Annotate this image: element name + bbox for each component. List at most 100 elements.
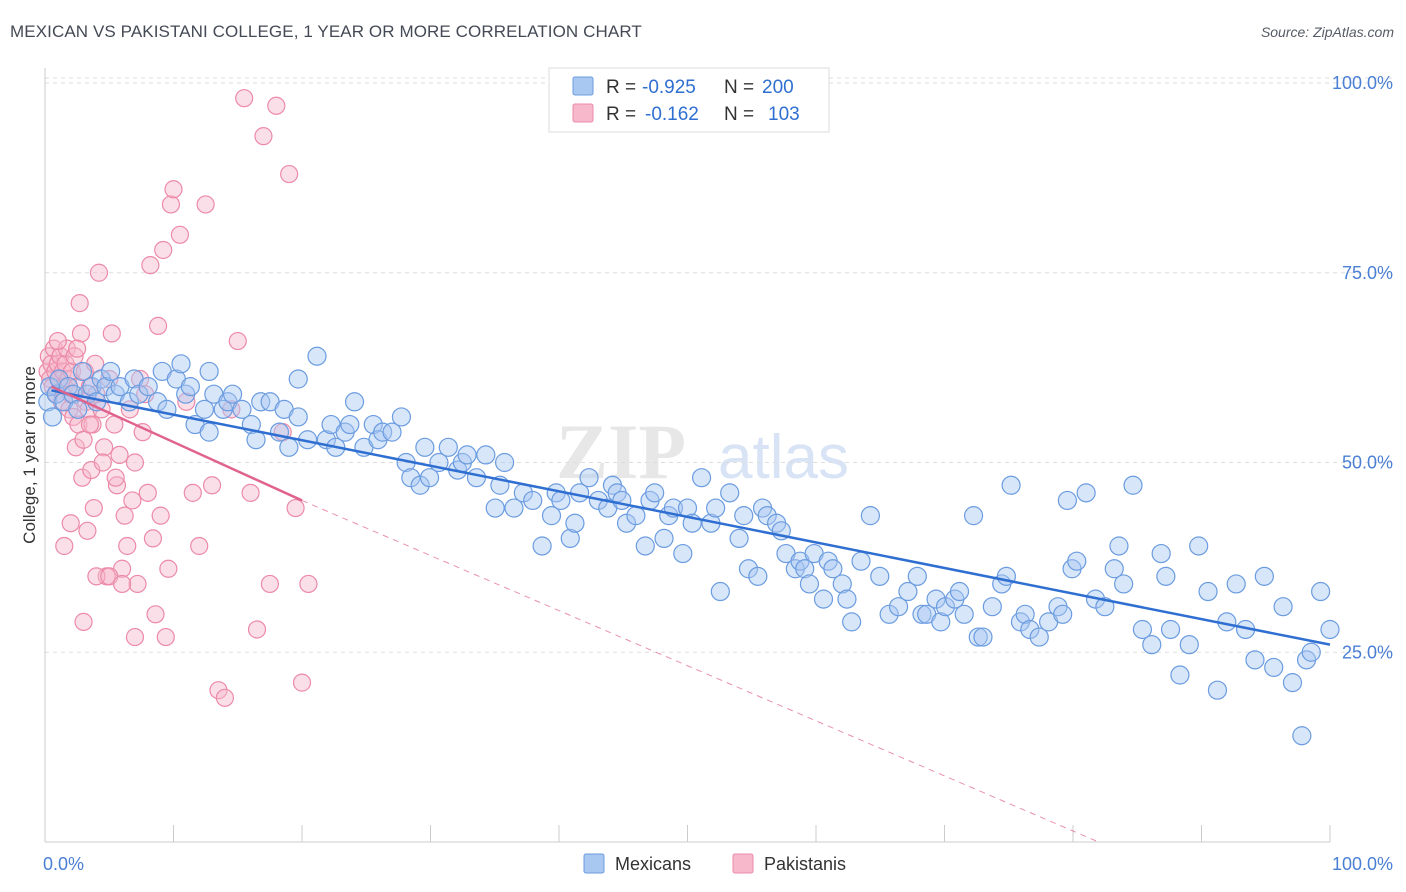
mexicans-point xyxy=(415,437,435,457)
mexicans-point xyxy=(860,506,881,526)
pakistanis-point xyxy=(115,506,134,525)
mexicans-point xyxy=(626,506,646,526)
mexicans-point xyxy=(720,483,740,503)
mexicans-point xyxy=(101,361,121,382)
mexicans-point xyxy=(907,566,927,586)
watermark-zip: ZIP xyxy=(556,408,686,495)
mexicans-point xyxy=(612,490,632,511)
pakistanis-point xyxy=(235,89,254,108)
pakistanis-point xyxy=(125,627,145,647)
pakistanis-point xyxy=(138,483,157,502)
mexicans-point xyxy=(222,384,243,404)
pakistanis-point xyxy=(61,514,80,533)
pakistanis-point xyxy=(154,240,173,260)
watermark-atlas: atlas xyxy=(718,423,849,492)
mexicans-point xyxy=(748,566,768,586)
mexicans-point xyxy=(931,612,951,632)
mexicans-point xyxy=(949,581,970,602)
mexicans-point xyxy=(485,498,505,518)
bottom-legend-swatch-pakistanis xyxy=(732,853,754,874)
mexicans-point xyxy=(982,597,1002,617)
legend: R = -0.925 N = 200 R = -0.162 N = 103 xyxy=(548,67,830,133)
mexicans-point xyxy=(288,369,308,389)
mexicans-point xyxy=(438,437,458,457)
mexicans-point xyxy=(1015,604,1035,624)
pakistanis-point xyxy=(55,536,74,556)
pakistanis-point xyxy=(292,673,312,692)
pakistanis-point xyxy=(156,627,175,647)
mexicans-point xyxy=(954,604,974,624)
mexicans-point xyxy=(1109,536,1129,556)
mexicans-point xyxy=(837,589,857,609)
mexicans-point xyxy=(199,361,219,382)
mexicans-point xyxy=(1189,536,1209,556)
pakistanis-point xyxy=(164,180,183,199)
mexicans-point xyxy=(1067,551,1087,571)
pakistanis-point xyxy=(87,567,106,586)
pakistanis-point xyxy=(71,324,91,343)
pakistanis-point xyxy=(280,164,299,184)
axes: 25.0% 50.0% 75.0% 100.0% 0.0% 100.0% xyxy=(43,68,1393,874)
pakistanis-point xyxy=(267,96,286,115)
mexicans-point xyxy=(898,581,918,602)
mexicans-point xyxy=(1301,642,1321,662)
mexicans-point xyxy=(1245,650,1265,670)
pakistanis-point xyxy=(159,559,178,578)
pakistanis-point xyxy=(70,294,89,313)
mexicans-point xyxy=(1076,483,1096,503)
mexicans-point xyxy=(1151,543,1171,564)
pakistanis-trend-line xyxy=(50,385,303,502)
bottom-legend-pakistanis: Pakistanis xyxy=(764,854,846,874)
mexicans-point xyxy=(138,377,158,397)
legend-r-value-2: -0.162 xyxy=(645,104,699,125)
pakistanis-point xyxy=(183,483,202,502)
mexicans-point xyxy=(823,559,843,579)
mexicans-point xyxy=(1095,597,1115,617)
mexicans-point xyxy=(870,566,890,586)
mexicans-point xyxy=(635,536,655,556)
mexicans-point xyxy=(1292,726,1312,746)
mexicans-point xyxy=(710,581,730,602)
pakistanis-trend-extension xyxy=(301,499,1099,843)
mexicans-point xyxy=(532,536,552,556)
pakistanis-point xyxy=(247,620,267,639)
legend-n-label-2: N = xyxy=(724,104,754,125)
legend-r-label-1: R = xyxy=(606,77,636,98)
pakistanis-point xyxy=(123,491,142,510)
chart-title: MEXICAN VS PAKISTANI COLLEGE, 1 YEAR OR … xyxy=(10,22,642,41)
mexicans-point xyxy=(888,597,909,617)
pakistanis-point xyxy=(74,430,93,449)
pakistanis-point xyxy=(215,688,234,707)
legend-n-value-2: 103 xyxy=(768,104,800,125)
pakistanis-point xyxy=(161,195,181,214)
legend-n-label-1: N = xyxy=(724,77,754,98)
pakistanis-point xyxy=(106,468,125,487)
pakistanis-point xyxy=(196,195,215,214)
mexicans-point xyxy=(654,528,674,549)
mexicans-point xyxy=(912,604,932,624)
mexicans-point xyxy=(842,612,862,632)
mexicans-point xyxy=(813,589,834,609)
legend-swatch-mexicans xyxy=(572,76,594,96)
mexicans-point xyxy=(344,392,365,412)
mexicans-point xyxy=(42,407,63,427)
pakistanis-point xyxy=(128,574,147,594)
y-tick-label: 50.0% xyxy=(1342,453,1393,473)
mexicans-point xyxy=(523,490,543,511)
pakistanis-point xyxy=(190,536,209,556)
mexicans-point xyxy=(1057,490,1077,511)
mexicans-point xyxy=(476,445,496,465)
mexicans-point xyxy=(279,437,299,457)
mexicans-point xyxy=(673,543,693,564)
mexicans-point xyxy=(734,506,754,526)
pakistanis-point xyxy=(299,574,318,594)
pakistanis-point xyxy=(209,681,228,700)
bottom-legend-swatch-mexicans xyxy=(583,853,605,874)
pakistanis-point xyxy=(93,453,112,472)
pakistanis-point xyxy=(141,256,160,275)
mexicans-point xyxy=(1320,619,1340,640)
mexicans-point xyxy=(1282,673,1303,693)
y-tick-label: 25.0% xyxy=(1342,642,1393,662)
mexicans-point xyxy=(795,559,815,579)
